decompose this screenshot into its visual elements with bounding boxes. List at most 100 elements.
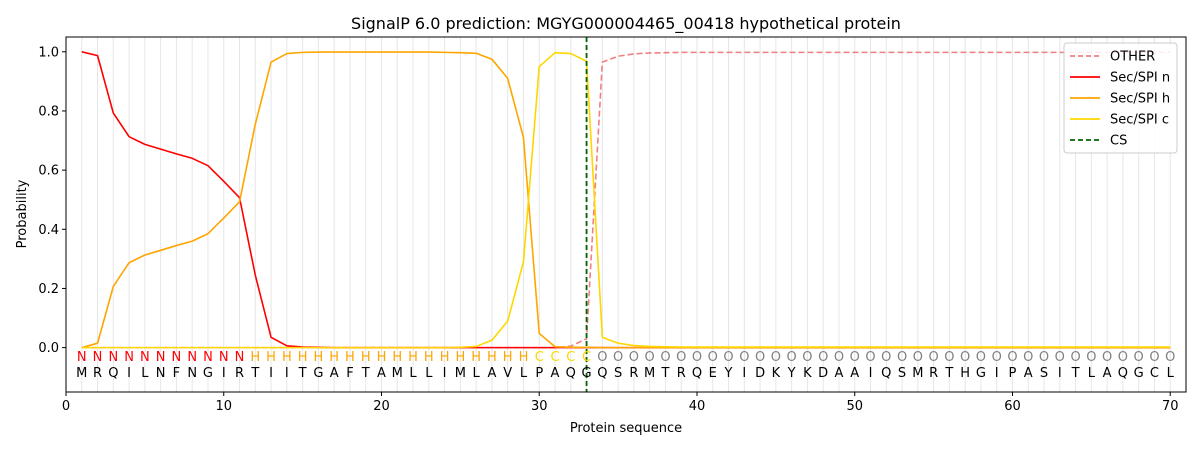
region-label: H: [329, 350, 339, 365]
region-label: O: [944, 350, 954, 365]
residue-label: R: [929, 366, 938, 381]
residue-label: R: [235, 366, 244, 381]
x-tick-label: 10: [215, 399, 232, 414]
residue-label: I: [1058, 366, 1062, 381]
residue-label: I: [742, 366, 746, 381]
y-tick-label: 1.0: [38, 45, 59, 60]
residue-label: G: [203, 366, 213, 381]
legend-label: Sec/SPI n: [1110, 71, 1170, 86]
x-tick-label: 60: [1004, 399, 1021, 414]
residue-label: I: [285, 366, 289, 381]
residue-label: Y: [787, 366, 796, 381]
region-label: H: [266, 350, 276, 365]
region-label: O: [723, 350, 733, 365]
residue-label: G: [1134, 366, 1144, 381]
x-tick-label: 70: [1162, 399, 1179, 414]
residue-label: R: [93, 366, 102, 381]
residue-label: Q: [597, 366, 607, 381]
residue-label: T: [298, 366, 307, 381]
region-label: O: [1102, 350, 1112, 365]
residue-label: A: [377, 366, 386, 381]
residue-label: Y: [724, 366, 733, 381]
residue-label: L: [1088, 366, 1096, 381]
region-label: N: [172, 350, 182, 365]
region-label: O: [1165, 350, 1175, 365]
region-label: H: [345, 350, 355, 365]
residue-label: F: [346, 366, 353, 381]
residue-label: A: [835, 366, 844, 381]
region-label: C: [582, 350, 591, 365]
series-line-sec-spi-c: [81, 51, 1171, 349]
plot-frame: [65, 36, 1187, 393]
region-label: H: [408, 350, 418, 365]
region-label: C: [535, 350, 544, 365]
residue-label: L: [141, 366, 149, 381]
residue-label: I: [222, 366, 226, 381]
x-tick-label: 30: [531, 399, 548, 414]
residue-label: T: [944, 366, 953, 381]
region-label: N: [203, 350, 213, 365]
residue-label: L: [1167, 366, 1175, 381]
region-label: O: [771, 350, 781, 365]
residue-label: S: [1040, 366, 1048, 381]
residue-label: T: [361, 366, 370, 381]
residue-label: A: [1024, 366, 1033, 381]
region-label: O: [1007, 350, 1017, 365]
region-label: O: [692, 350, 702, 365]
residue-label: P: [1009, 366, 1017, 381]
y-axis-label: Probability: [15, 179, 30, 248]
residue-label: F: [173, 366, 180, 381]
region-label: O: [613, 350, 623, 365]
region-label: H: [377, 350, 387, 365]
residue-label: M: [644, 366, 655, 381]
region-label: N: [187, 350, 197, 365]
region-label: O: [629, 350, 639, 365]
region-label: O: [865, 350, 875, 365]
residue-label: Q: [1118, 366, 1128, 381]
region-label: O: [708, 350, 718, 365]
region-label: O: [818, 350, 828, 365]
region-label: O: [913, 350, 923, 365]
residue-label: A: [551, 366, 560, 381]
region-label: O: [787, 350, 797, 365]
region-label: O: [834, 350, 844, 365]
residue-label: V: [503, 366, 512, 381]
region-label: C: [566, 350, 575, 365]
residue-label: A: [330, 366, 339, 381]
region-label: O: [992, 350, 1002, 365]
x-tick-label: 0: [62, 399, 70, 414]
region-label: O: [597, 350, 607, 365]
residue-label: Q: [692, 366, 702, 381]
legend-label: Sec/SPI c: [1110, 113, 1169, 128]
series-layer: [81, 51, 1171, 349]
region-label: O: [1070, 350, 1080, 365]
region-label: O: [1023, 350, 1033, 365]
region-label: N: [93, 350, 103, 365]
region-label: O: [660, 350, 670, 365]
region-label: N: [219, 350, 229, 365]
residue-label: G: [313, 366, 323, 381]
residue-label: I: [869, 366, 873, 381]
y-tick-label: 0.6: [38, 164, 59, 179]
residue-label: Q: [108, 366, 118, 381]
residue-label: R: [677, 366, 686, 381]
region-label: O: [1039, 350, 1049, 365]
region-label: N: [156, 350, 166, 365]
legend-label: OTHER: [1110, 50, 1155, 65]
sequence-layer: NMNRNQNINLNNNFNNNGNINRHTHIHIHTHGHAHFHTHA…: [76, 350, 1175, 381]
residue-label: Q: [881, 366, 891, 381]
region-label: O: [960, 350, 970, 365]
region-label: O: [676, 350, 686, 365]
residue-label: L: [409, 366, 417, 381]
region-label: H: [314, 350, 324, 365]
region-label: N: [108, 350, 118, 365]
residue-label: K: [803, 366, 812, 381]
residue-label: A: [487, 366, 496, 381]
region-label: H: [519, 350, 529, 365]
residue-label: M: [76, 366, 87, 381]
legend-label: Sec/SPI h: [1110, 92, 1170, 107]
residue-label: T: [660, 366, 669, 381]
residue-label: D: [818, 366, 828, 381]
